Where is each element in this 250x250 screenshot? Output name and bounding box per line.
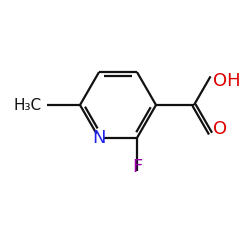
Text: OH: OH	[213, 72, 240, 90]
Text: O: O	[213, 120, 227, 138]
Text: F: F	[132, 158, 142, 176]
Text: H₃C: H₃C	[14, 98, 42, 112]
Text: N: N	[92, 129, 106, 147]
